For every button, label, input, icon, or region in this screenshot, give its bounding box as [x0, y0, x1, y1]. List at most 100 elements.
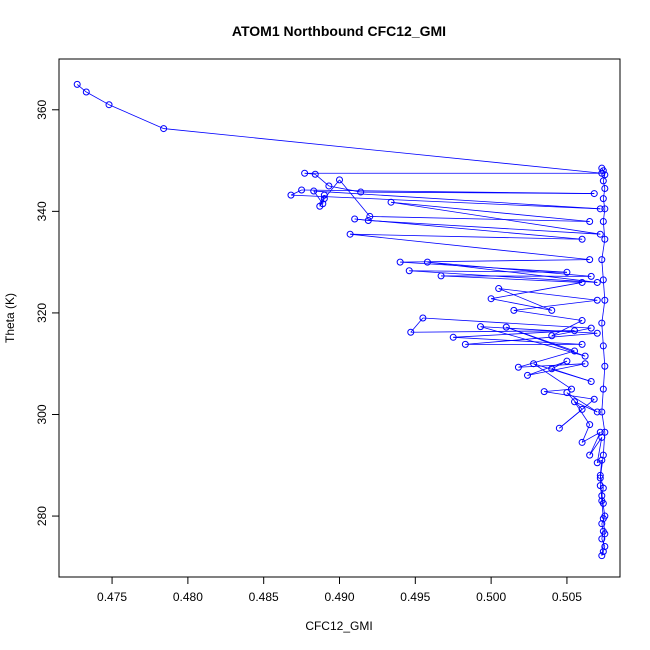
series-segment: [602, 208, 606, 222]
data-point: [578, 317, 586, 325]
series-segment: [453, 336, 583, 345]
data-point: [599, 548, 607, 556]
series-segment: [596, 437, 603, 463]
series-segment: [601, 323, 604, 346]
data-point: [571, 347, 579, 355]
data-point: [598, 497, 606, 505]
data-point: [396, 258, 404, 266]
data-point: [530, 360, 538, 368]
data-point: [596, 471, 604, 479]
data-point: [586, 256, 594, 264]
series-segment: [601, 523, 604, 532]
series-segment: [422, 317, 592, 329]
x-axis: 0.475 0.480 0.485 0.490 0.495 0.500 0.505: [97, 576, 582, 604]
series-segment: [601, 300, 606, 324]
data-point: [599, 218, 607, 226]
data-point: [449, 333, 457, 341]
x-tick-label: 0.490: [324, 590, 354, 604]
data-point: [601, 530, 609, 538]
data-point: [578, 278, 586, 286]
data-point: [510, 306, 518, 314]
series-segment: [301, 189, 595, 194]
data-point: [598, 492, 606, 500]
series-segment: [533, 363, 592, 382]
data-point: [578, 340, 586, 348]
data-point: [601, 543, 609, 551]
data-point: [596, 205, 604, 213]
series-segment: [589, 437, 603, 456]
data-point: [287, 191, 295, 199]
series-segment: [602, 180, 606, 189]
y-tick-label: 360: [35, 99, 49, 119]
data-point: [586, 451, 594, 459]
data-point: [548, 306, 556, 314]
data-point: [563, 389, 571, 397]
data-point: [407, 328, 415, 336]
series-segment: [491, 282, 583, 300]
data-point: [82, 88, 90, 96]
data-point: [514, 363, 522, 371]
data-point: [587, 324, 595, 332]
series-segment: [513, 299, 598, 311]
data-point: [325, 182, 333, 190]
data-point: [599, 385, 607, 393]
data-point: [593, 329, 601, 337]
series-segment: [597, 459, 603, 464]
data-point: [351, 215, 359, 223]
data-point: [601, 171, 609, 179]
data-point: [601, 205, 609, 213]
data-point: [598, 535, 606, 543]
data-point: [571, 398, 579, 406]
series-segment: [574, 401, 591, 425]
series-segment: [400, 259, 590, 263]
data-point: [160, 125, 168, 133]
series-segment: [304, 172, 316, 175]
data-point: [578, 235, 586, 243]
series-segment: [506, 326, 575, 352]
data-point: [593, 408, 601, 416]
data-point: [581, 352, 589, 360]
series-segment: [319, 198, 325, 207]
data-point: [320, 191, 328, 199]
series-segment: [339, 179, 371, 217]
x-tick-label: 0.505: [552, 590, 582, 604]
data-point: [316, 202, 324, 210]
data-point: [599, 515, 607, 523]
data-point: [563, 357, 571, 365]
series-segment: [533, 363, 572, 390]
y-tick-label: 280: [35, 506, 49, 526]
series-segment: [480, 326, 598, 334]
data-point: [405, 267, 413, 275]
series-segment: [354, 218, 583, 240]
series-segment: [513, 309, 583, 321]
series-segment: [350, 233, 590, 260]
series-segment: [599, 455, 604, 479]
data-point: [596, 474, 604, 482]
data-point: [581, 360, 589, 368]
x-tick-label: 0.500: [476, 590, 506, 604]
series-segment: [518, 350, 575, 368]
data-point: [598, 256, 606, 264]
x-tick-label: 0.480: [173, 590, 203, 604]
series-segment: [108, 104, 164, 129]
data-point: [563, 268, 571, 276]
series-segment: [350, 233, 583, 240]
data-point: [598, 433, 606, 441]
series-segment: [76, 84, 87, 93]
data-point: [105, 101, 113, 109]
data-point: [590, 190, 598, 198]
data-point: [571, 327, 579, 335]
data-point: [477, 323, 485, 331]
series-segment: [410, 330, 575, 333]
data-point: [599, 276, 607, 284]
y-axis-label: Theta (K): [3, 293, 17, 343]
series-segment: [390, 201, 601, 235]
series-segment: [290, 189, 302, 196]
data-point: [524, 371, 532, 379]
data-point: [578, 405, 586, 413]
y-tick-label: 300: [35, 404, 49, 424]
data-point: [586, 218, 594, 226]
series-segment: [313, 190, 601, 210]
data-point: [298, 186, 306, 194]
